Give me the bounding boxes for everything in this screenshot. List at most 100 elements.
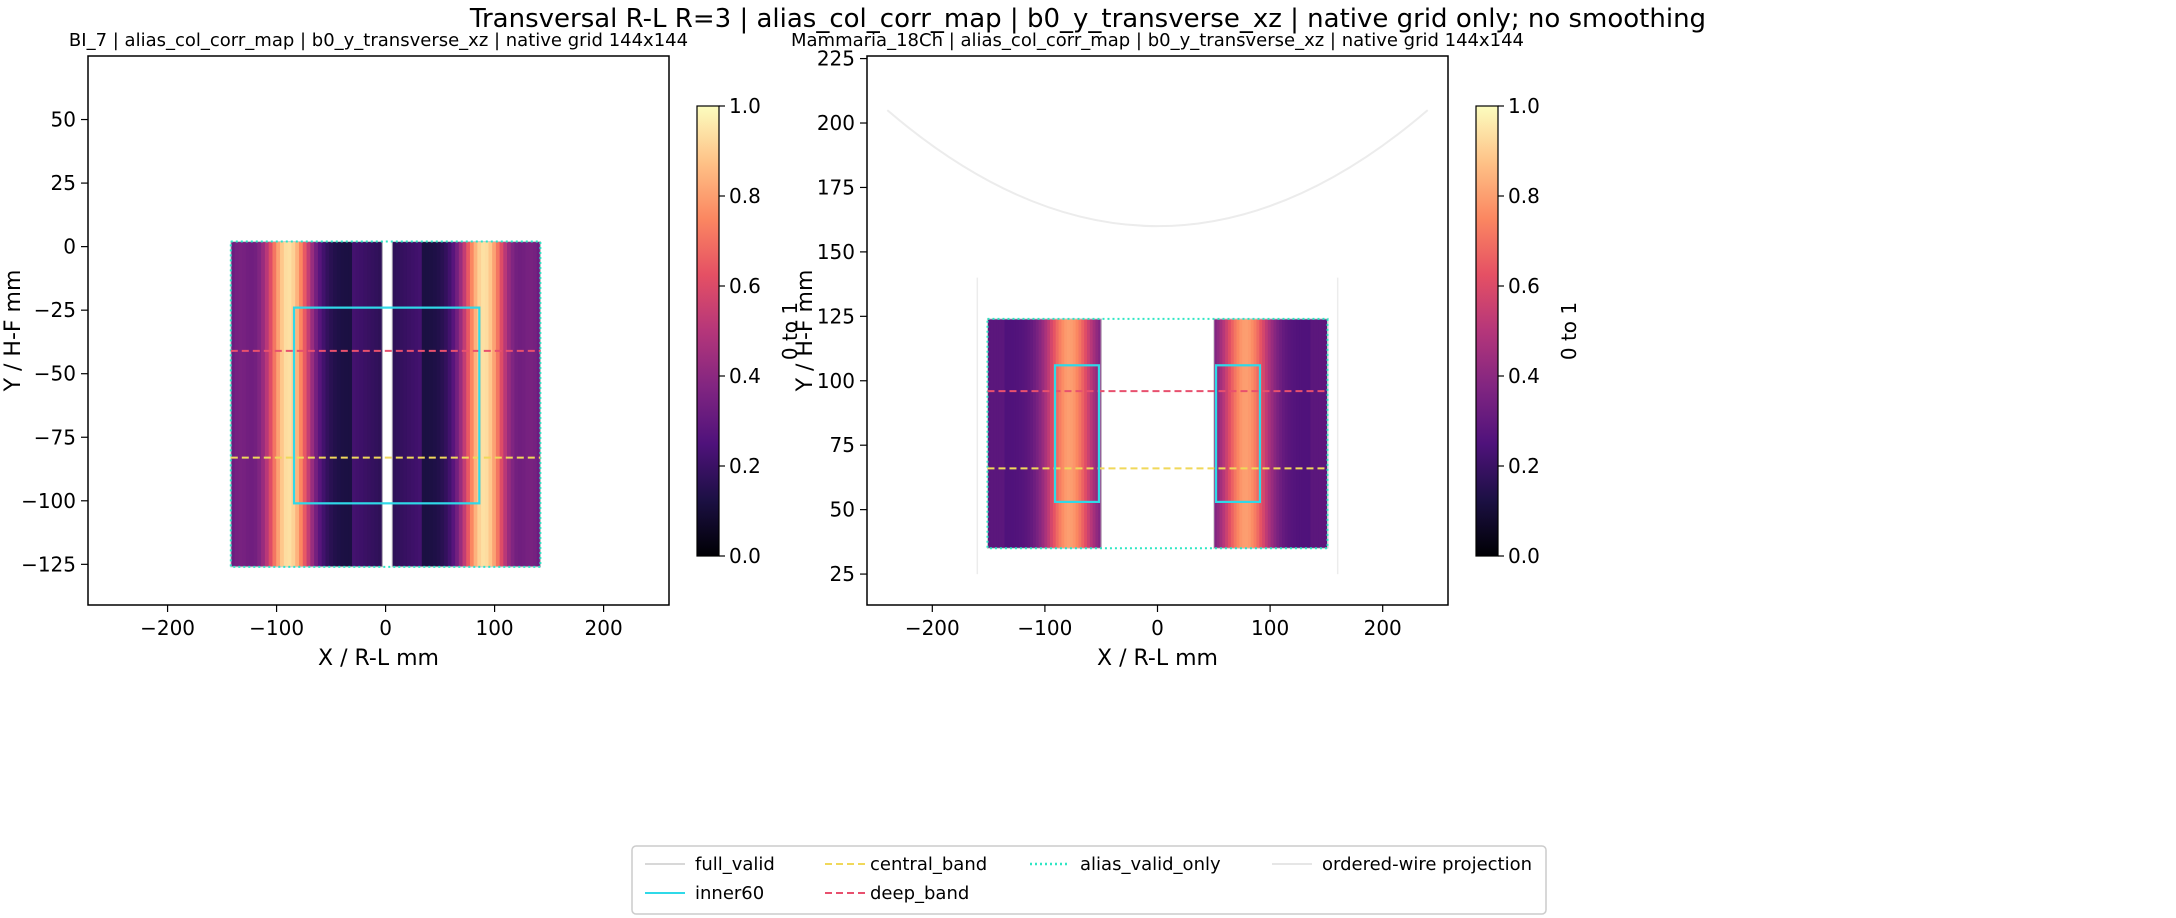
heatmap-column xyxy=(317,241,323,567)
x-tick-label: 0 xyxy=(379,616,392,640)
heatmap-column xyxy=(532,241,538,567)
heatmap-column xyxy=(1318,318,1323,549)
heatmap-column xyxy=(1010,318,1014,549)
colorbar-label: 0 to 1 xyxy=(778,302,802,360)
heatmap-column xyxy=(1216,318,1221,549)
legend-entry-ordered-wire-projection: ordered-wire projection xyxy=(1272,854,1532,875)
heatmap-column xyxy=(348,241,353,567)
y-tick-label: −100 xyxy=(21,489,76,513)
heatmap-column xyxy=(473,241,478,567)
heatmap-column xyxy=(1013,318,1017,549)
colorbar-tick-label: 0.0 xyxy=(729,544,761,568)
legend-entry-deep-band: deep_band xyxy=(825,883,969,904)
heatmap-column xyxy=(414,241,419,567)
heatmap-column xyxy=(1276,318,1280,549)
heatmap-column xyxy=(529,241,534,567)
colorbar-tick-label: 1.0 xyxy=(1508,94,1540,118)
heatmap-column xyxy=(1290,318,1295,549)
y-tick-label: 175 xyxy=(817,175,855,199)
heatmap-column xyxy=(340,241,346,567)
heatmap-column xyxy=(455,241,460,567)
heatmap-column xyxy=(406,241,412,567)
heatmap-column xyxy=(987,318,991,549)
y-axis-label: Y / H-F mm xyxy=(1,270,26,393)
inner60-box xyxy=(1053,364,1101,504)
heatmap-column xyxy=(514,241,519,567)
heatmap-column xyxy=(321,241,327,567)
heatmap-column xyxy=(1284,318,1289,549)
legend: full_valid inner60 central_band deep_ban… xyxy=(631,845,1547,915)
heatmap-column xyxy=(333,241,338,567)
heatmap-column xyxy=(1018,318,1023,549)
heatmap-column xyxy=(484,241,490,567)
inner60-box xyxy=(292,306,481,505)
y-tick-label: −25 xyxy=(34,298,76,322)
heatmap-column xyxy=(1047,318,1051,549)
colorbar-gradient xyxy=(1475,105,1499,557)
heatmap-column xyxy=(1007,318,1011,549)
heatmap-column xyxy=(1296,318,1300,549)
heatmap-column xyxy=(1287,318,1292,549)
heatmap-column xyxy=(1279,318,1283,549)
heatmap-column xyxy=(1299,318,1303,549)
heatmap-column xyxy=(280,241,285,567)
heatmap-column xyxy=(492,241,497,567)
heatmap-block xyxy=(1213,318,1329,549)
heatmap-column xyxy=(521,241,527,567)
heatmap-column xyxy=(1304,318,1309,549)
heatmap-column xyxy=(238,241,243,567)
heatmap-column xyxy=(1095,318,1099,549)
heatmap-column xyxy=(310,241,315,567)
heatmap-column xyxy=(1233,318,1238,549)
colorbar-tick-label: 0.2 xyxy=(729,454,761,478)
y-tick-label: 50 xyxy=(830,498,855,522)
y-tick-label: 225 xyxy=(817,47,855,71)
colorbar-tick-label: 0.0 xyxy=(1508,544,1540,568)
colorbar-tick-label: 0.4 xyxy=(729,364,761,388)
ordered-wire-projection-arc xyxy=(886,109,1429,228)
heatmap-column xyxy=(1004,318,1008,549)
heatmap-column xyxy=(1245,318,1249,549)
heatmap-column xyxy=(425,241,430,567)
y-tick-label: 0 xyxy=(63,235,76,259)
heatmap-column xyxy=(536,241,541,567)
y-tick-label: 100 xyxy=(817,369,855,393)
heatmap-column xyxy=(462,241,467,567)
heatmap-column xyxy=(1075,318,1080,549)
heatmap-column xyxy=(1264,318,1269,549)
y-tick-label: 200 xyxy=(817,111,855,135)
heatmap-column xyxy=(410,241,415,567)
heatmap-column xyxy=(261,241,266,567)
colorbar-tick-label: 0.6 xyxy=(729,274,761,298)
colorbar-label: 0 to 1 xyxy=(1557,302,1581,360)
heatmap-column xyxy=(1247,318,1252,549)
heatmap-column xyxy=(1293,318,1297,549)
heatmap-column xyxy=(268,241,274,567)
heatmap-column xyxy=(1253,318,1258,549)
heatmap-block xyxy=(986,318,1102,549)
panel-title: Mammaria_18Ch | alias_col_corr_map | b0_… xyxy=(791,30,1524,51)
x-tick-label: 200 xyxy=(1364,616,1402,640)
legend-entry-full-valid: full_valid xyxy=(645,854,775,875)
x-tick-label: 200 xyxy=(585,616,623,640)
heatmap-column xyxy=(253,241,258,567)
heatmap-column xyxy=(1256,318,1260,549)
heatmap-column xyxy=(392,241,397,567)
heatmap-column xyxy=(399,241,404,567)
legend-label: inner60 xyxy=(695,883,764,904)
panel-bi7: BI_7 | alias_col_corr_map | b0_y_transve… xyxy=(1,30,802,671)
heatmap-column xyxy=(272,241,277,567)
heatmap-column xyxy=(451,241,456,567)
colorbar-tick-label: 1.0 xyxy=(729,94,761,118)
heatmap-column xyxy=(1225,318,1229,549)
heatmap-column xyxy=(395,241,401,567)
heatmap-column xyxy=(325,241,330,567)
heatmap-column xyxy=(481,241,486,567)
heatmap-column xyxy=(314,241,319,567)
heatmap-column xyxy=(993,318,997,549)
heatmap-column xyxy=(507,241,512,567)
heatmap-column xyxy=(996,318,1000,549)
heatmap-column xyxy=(998,318,1003,549)
heatmap-column xyxy=(1044,318,1048,549)
